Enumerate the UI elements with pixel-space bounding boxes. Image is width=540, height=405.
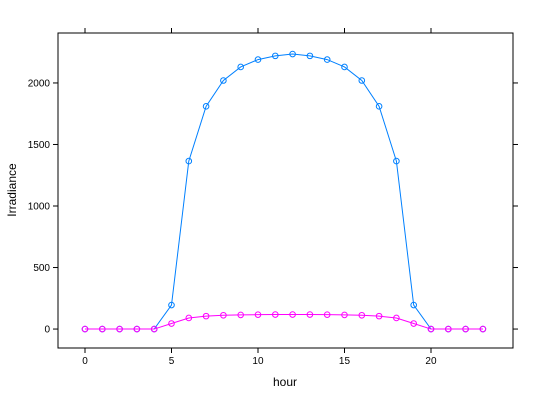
y-tick-label: 0 bbox=[44, 325, 50, 336]
point bbox=[393, 157, 400, 165]
point bbox=[116, 325, 123, 333]
x-tick-label: 15 bbox=[339, 356, 351, 367]
point bbox=[289, 311, 296, 318]
point bbox=[375, 103, 383, 110]
point bbox=[306, 52, 314, 60]
y-tick-label: 2000 bbox=[28, 78, 51, 89]
point bbox=[323, 311, 331, 318]
point bbox=[375, 312, 383, 320]
point bbox=[202, 103, 210, 110]
point bbox=[220, 77, 227, 84]
point bbox=[393, 314, 400, 322]
point bbox=[133, 325, 141, 333]
point bbox=[427, 325, 435, 333]
point bbox=[410, 301, 417, 309]
point bbox=[410, 320, 417, 327]
point bbox=[271, 52, 279, 60]
point bbox=[254, 311, 262, 318]
point bbox=[289, 50, 296, 58]
point bbox=[185, 157, 193, 165]
x-axis-label: hour bbox=[273, 375, 297, 389]
point bbox=[271, 311, 279, 318]
x-tick-label: 0 bbox=[82, 356, 88, 367]
point bbox=[185, 314, 193, 322]
point bbox=[237, 311, 244, 319]
point bbox=[150, 325, 158, 333]
point bbox=[341, 63, 348, 71]
x-tick-label: 5 bbox=[169, 356, 175, 367]
point bbox=[323, 56, 331, 63]
point bbox=[306, 311, 314, 318]
point bbox=[220, 311, 227, 319]
point bbox=[358, 77, 366, 84]
x-tick-label: 10 bbox=[252, 356, 264, 367]
series-line bbox=[84, 314, 483, 330]
point bbox=[98, 325, 106, 333]
y-tick-label: 1000 bbox=[28, 202, 51, 213]
panel-frame bbox=[57, 32, 514, 349]
point bbox=[341, 311, 348, 319]
series-line bbox=[84, 53, 483, 330]
point bbox=[202, 312, 210, 320]
y-tick-label: 1500 bbox=[28, 140, 51, 151]
y-tick-label: 500 bbox=[33, 263, 50, 274]
point bbox=[168, 320, 175, 327]
point bbox=[444, 325, 452, 333]
x-tick-label: 20 bbox=[425, 356, 437, 367]
point bbox=[358, 311, 366, 319]
point bbox=[81, 325, 89, 333]
point bbox=[462, 325, 469, 333]
point bbox=[237, 63, 244, 71]
y-axis-label: Irradiance bbox=[5, 163, 19, 217]
point bbox=[168, 301, 175, 309]
point bbox=[254, 56, 262, 63]
point bbox=[479, 325, 487, 333]
